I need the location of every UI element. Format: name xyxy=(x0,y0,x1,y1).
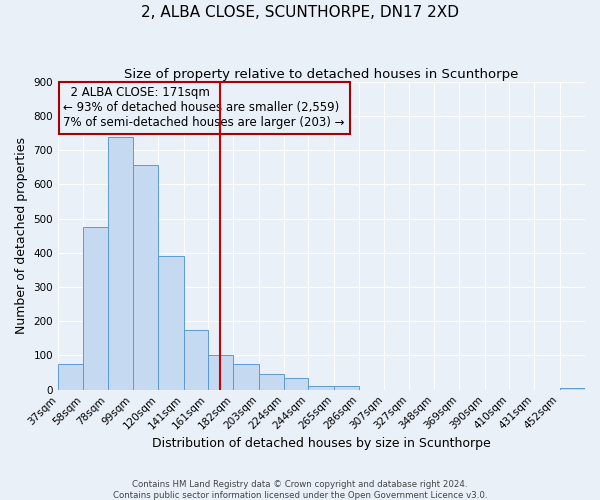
Text: Contains HM Land Registry data © Crown copyright and database right 2024.
Contai: Contains HM Land Registry data © Crown c… xyxy=(113,480,487,500)
Bar xyxy=(334,386,359,390)
Bar xyxy=(133,165,158,390)
Bar xyxy=(308,386,334,390)
Bar xyxy=(107,138,133,390)
Bar xyxy=(83,227,107,390)
Bar xyxy=(158,256,184,390)
Bar xyxy=(560,388,585,390)
Bar xyxy=(208,356,233,390)
Bar xyxy=(284,378,308,390)
X-axis label: Distribution of detached houses by size in Scunthorpe: Distribution of detached houses by size … xyxy=(152,437,491,450)
Bar xyxy=(58,364,83,390)
Bar xyxy=(259,374,284,390)
Bar xyxy=(233,364,259,390)
Text: 2 ALBA CLOSE: 171sqm
← 93% of detached houses are smaller (2,559)
7% of semi-det: 2 ALBA CLOSE: 171sqm ← 93% of detached h… xyxy=(64,86,345,130)
Text: 2, ALBA CLOSE, SCUNTHORPE, DN17 2XD: 2, ALBA CLOSE, SCUNTHORPE, DN17 2XD xyxy=(141,5,459,20)
Title: Size of property relative to detached houses in Scunthorpe: Size of property relative to detached ho… xyxy=(124,68,519,80)
Y-axis label: Number of detached properties: Number of detached properties xyxy=(15,137,28,334)
Bar xyxy=(184,330,208,390)
